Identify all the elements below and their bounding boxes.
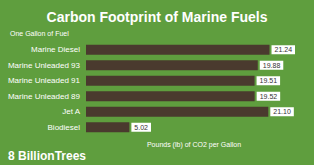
svg-text:Carbon Footprint of Marine Fue: Carbon Footprint of Marine Fuels <box>47 9 268 25</box>
svg-text:One Gallon of Fuel: One Gallon of Fuel <box>10 30 69 37</box>
svg-text:19.52: 19.52 <box>260 93 278 100</box>
svg-text:21.24: 21.24 <box>275 46 293 53</box>
svg-text:19.51: 19.51 <box>260 77 278 84</box>
svg-text:Marine Unleaded 93: Marine Unleaded 93 <box>8 61 81 70</box>
svg-text:19.88: 19.88 <box>263 62 281 69</box>
svg-text:5.02: 5.02 <box>134 124 148 131</box>
svg-text:8 BillionTrees: 8 BillionTrees <box>8 149 86 163</box>
svg-text:Pounds (lb) of CO2 per Gallon: Pounds (lb) of CO2 per Gallon <box>147 141 241 149</box>
svg-text:21.10: 21.10 <box>273 108 291 115</box>
svg-text:Jet A: Jet A <box>62 107 80 116</box>
svg-text:Marine Diesel: Marine Diesel <box>31 45 80 54</box>
svg-text:Marine Unleaded 91: Marine Unleaded 91 <box>8 76 81 85</box>
svg-text:Biodiesel: Biodiesel <box>48 123 81 132</box>
svg-text:Marine Unleaded 89: Marine Unleaded 89 <box>8 92 81 101</box>
